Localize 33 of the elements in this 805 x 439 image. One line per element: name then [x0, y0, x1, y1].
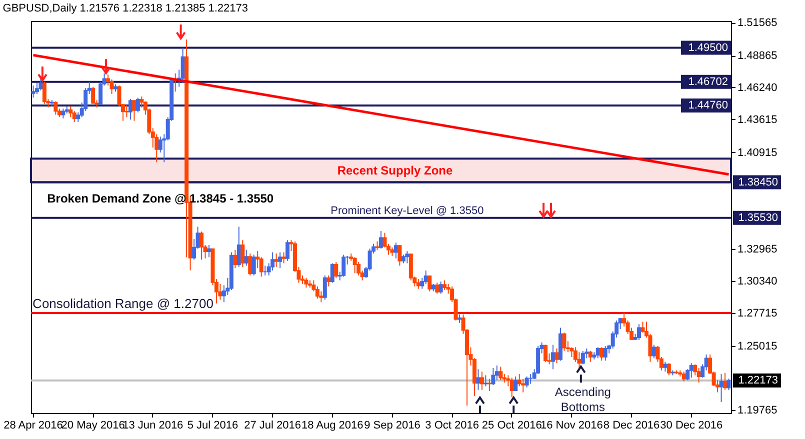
x-tick-label: 13 Jun 2016 — [122, 420, 184, 432]
x-tick-label: 3 Oct 2016 — [425, 420, 479, 432]
y-tick-label: 1.32965 — [738, 244, 778, 256]
y-tick-label: 1.25015 — [738, 340, 778, 352]
band-label: Recent Supply Zone — [337, 163, 453, 178]
y-tick-label: 1.30340 — [738, 276, 778, 288]
x-tick-label: 9 Sep 2016 — [364, 420, 420, 432]
x-tick-label: 27 Jul 2016 — [244, 420, 302, 432]
ref-line-label: 1.35530 — [738, 212, 778, 224]
ref-line-label: 1.38450 — [738, 176, 778, 188]
annotation: Consolidation Range @ 1.2700 — [32, 296, 214, 311]
ref-line-label: 1.49500 — [688, 42, 728, 54]
y-tick-label: 1.19765 — [738, 404, 778, 416]
ref-line-label: 1.44760 — [688, 99, 728, 112]
y-tick-label: 1.27715 — [738, 307, 778, 320]
x-tick-label: 8 Dec 2016 — [603, 420, 660, 432]
x-tick-label: 18 Aug 2016 — [301, 420, 364, 432]
annotation: Prominent Key-Level @ 1.3550 — [330, 204, 484, 217]
ref-line-label: 1.46702 — [688, 76, 728, 88]
x-tick-label: 25 Oct 2016 — [482, 420, 542, 432]
ref-line-label: 1.22173 — [738, 374, 778, 386]
x-tick-label: 28 Apr 2016 — [4, 420, 63, 432]
x-tick-label: 20 May 2016 — [61, 420, 125, 432]
x-tick-label: 16 Nov 2016 — [540, 420, 603, 432]
y-tick-label: 1.48865 — [738, 50, 778, 62]
y-tick-label: 1.51565 — [738, 17, 778, 30]
y-tick-label: 1.40915 — [738, 146, 778, 159]
x-tick-label: 30 Dec 2016 — [660, 420, 723, 432]
annotation: Ascending Bottoms — [554, 384, 611, 414]
y-tick-label: 1.46240 — [738, 82, 778, 94]
x-tick-label: 5 Jul 2016 — [187, 420, 238, 432]
y-tick-label: 1.43615 — [738, 114, 778, 126]
chart-title: GBPUSD,Daily 1.21576 1.22318 1.21385 1.22173 — [2, 2, 248, 15]
